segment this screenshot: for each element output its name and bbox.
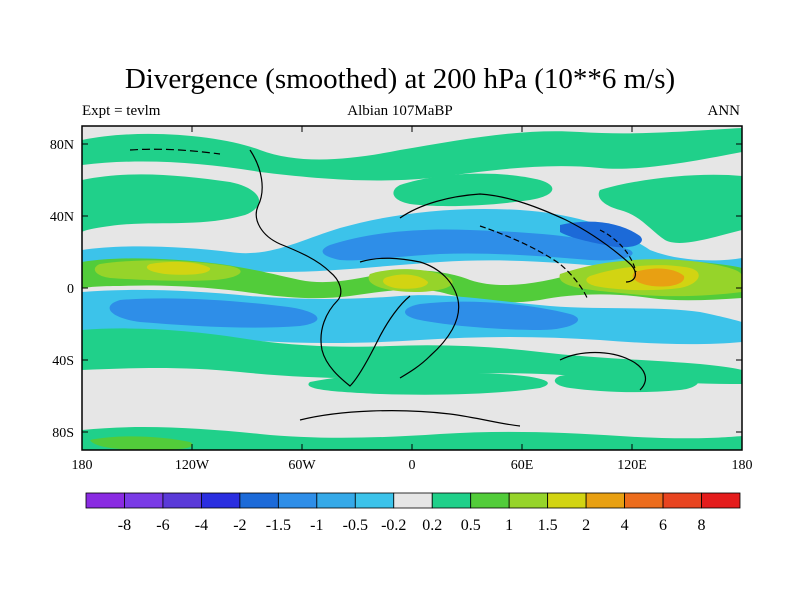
colorbar-swatch: [508, 492, 549, 509]
coast-tethys: [479, 225, 589, 301]
coast-south-america: [320, 295, 411, 387]
season-label: ANN: [707, 103, 741, 119]
colorbar-swatch: [124, 492, 164, 509]
colorbar-swatch: [277, 492, 318, 509]
div-band-nh-east: [598, 174, 742, 243]
div-band-sh-midlat: [82, 328, 742, 384]
div-peak-africa: [383, 274, 428, 289]
conv-core-sh: [109, 298, 318, 328]
div-band-europe: [393, 173, 553, 207]
y-tick-label: 80N: [50, 138, 74, 153]
colorbar-label: -0.5: [343, 517, 368, 534]
colorbar-label: 2: [582, 517, 590, 534]
colorbar-label: 6: [659, 517, 667, 534]
colorbar-swatch: [85, 492, 125, 509]
coast-africa: [359, 257, 460, 379]
coast-north-america: [249, 149, 342, 301]
x-axis: 180 120W 60W 0 60E 120E 180: [72, 126, 753, 473]
colorbar-label: 0.2: [422, 517, 442, 534]
colorbar-label: -4: [195, 517, 208, 534]
y-tick-label: 40N: [50, 210, 74, 225]
colorbar-label: 4: [621, 517, 629, 534]
experiment-label: Expt = tevlm: [82, 103, 161, 119]
colorbar-label: -2: [233, 517, 246, 534]
y-tick-label: 80S: [52, 426, 74, 441]
colorbar-swatch: [547, 492, 587, 509]
colorbar-swatch: [201, 492, 241, 509]
chart-title: Divergence (smoothed) at 200 hPa (10**6 …: [124, 63, 676, 95]
period-label: Albian 107MaBP: [347, 103, 453, 119]
x-tick-label: 120E: [617, 458, 647, 473]
coast-antarctica: [299, 410, 521, 427]
y-axis: 80N 40N 0 40S 80S: [50, 138, 742, 441]
colorbar-label: 1: [505, 517, 513, 534]
colorbar-swatch: [354, 492, 395, 509]
x-tick-label: 60W: [288, 458, 316, 473]
div-patch-antarctic: [90, 436, 193, 450]
div-band-arctic: [82, 128, 742, 181]
div-max-indopacific: [632, 268, 685, 287]
div-band-sh-east: [554, 369, 699, 393]
colorbar-swatch: [701, 492, 741, 509]
colorbar-label: -6: [156, 517, 169, 534]
x-tick-label: 120W: [175, 458, 210, 473]
coastlines: [129, 148, 647, 427]
colorbar-label: 1.5: [538, 517, 558, 534]
colorbar-swatch: [393, 492, 433, 509]
colorbar-swatch: [431, 492, 472, 509]
coast-australia: [559, 351, 647, 391]
x-tick-label: 0: [409, 458, 416, 473]
x-tick-label: 60E: [511, 458, 534, 473]
colorbar-label: -1.5: [266, 517, 291, 534]
colorbar-label: -0.2: [381, 517, 406, 534]
x-tick-label: 180: [732, 458, 753, 473]
div-peak-pacific: [146, 261, 211, 275]
x-tick-label: 180: [72, 458, 93, 473]
colorbar-label: 0.5: [461, 517, 481, 534]
colorbar-label: 8: [698, 517, 706, 534]
div-band-antarctic: [82, 427, 742, 450]
conv-core-sh-2: [405, 301, 579, 330]
div-band-nh-midlat: [82, 174, 260, 232]
coast-pacific-islands: [599, 229, 637, 273]
colorbar-swatch: [239, 492, 279, 509]
coast-eurasia: [399, 193, 636, 283]
y-tick-label: 40S: [52, 354, 74, 369]
conv-core-nh: [322, 229, 633, 261]
map-field: [82, 126, 742, 450]
colorbar-swatch: [162, 492, 202, 509]
colorbar-label: -1: [310, 517, 323, 534]
colorbar-swatch: [662, 492, 702, 509]
colorbar-label: -8: [118, 517, 131, 534]
colorbar-swatch: [316, 492, 356, 509]
div-band-sh-subpolar: [308, 372, 548, 395]
colorbar-swatch: [470, 492, 510, 509]
colorbar-swatch: [585, 492, 625, 509]
colorbar: -8 -6 -4 -2 -1.5 -1 -0.5 -0.2 0.2 0.5 1 1.5 2 4 6 8: [85, 492, 741, 534]
y-tick-label: 0: [67, 282, 74, 297]
colorbar-swatch: [624, 492, 664, 509]
